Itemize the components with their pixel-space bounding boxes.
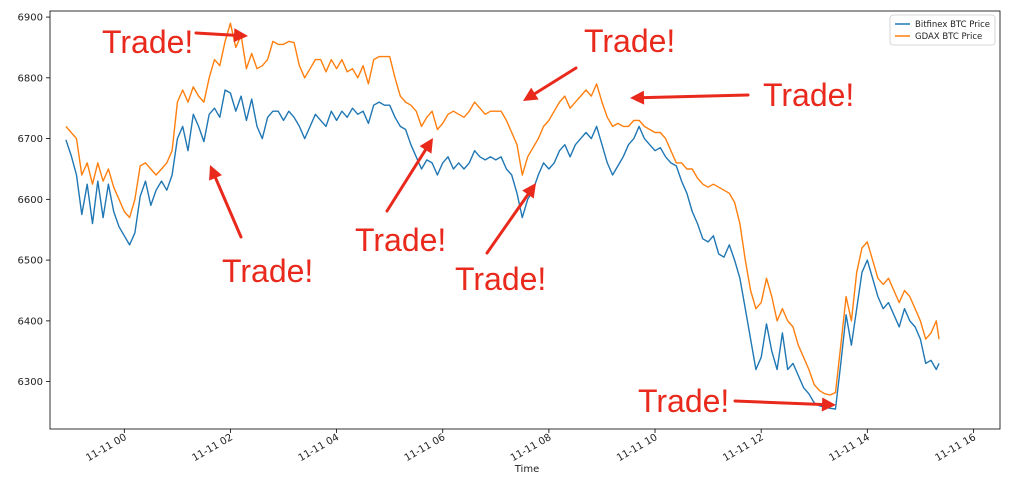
trade-annotation-label: Trade! (584, 23, 675, 59)
y-tick-label: 6600 (18, 195, 43, 206)
trade-arrow (194, 31, 236, 37)
y-axis: 6300 6400 6500 6600 6700 6800 6900 (18, 13, 50, 388)
series-line-0 (65, 89, 940, 410)
trade-arrowhead (821, 397, 836, 412)
trade-annotation-label: Trade! (102, 24, 193, 60)
series-line-1 (65, 22, 940, 396)
trade-arrowhead (522, 183, 536, 199)
trade-arrow (485, 192, 530, 255)
y-tick-label: 6800 (18, 73, 43, 84)
trade-arrow (533, 66, 578, 96)
plot-frame (49, 10, 1001, 430)
x-tick-label: 11-11 14 (827, 432, 871, 464)
trade-annotation-label: Trade! (455, 261, 546, 297)
trade-annotation-label: Trade! (222, 253, 313, 289)
trade-annotations: Trade!Trade!Trade!Trade!Trade!Trade!Trad… (102, 23, 854, 419)
x-tick-label: 11-11 04 (297, 432, 341, 464)
trade-arrowhead (209, 165, 222, 181)
trade-arrow (733, 399, 824, 406)
trade-arrowhead (419, 138, 433, 154)
x-tick-label: 11-11 10 (615, 432, 659, 464)
x-tick-label: 11-11 02 (191, 432, 235, 464)
trade-arrow (642, 93, 750, 100)
x-tick-label: 11-11 16 (934, 432, 978, 464)
y-tick-label: 6500 (18, 256, 43, 267)
trade-arrowhead (233, 28, 248, 43)
trade-arrow (214, 176, 243, 239)
x-axis-label: Time (514, 464, 539, 475)
trade-arrowhead (523, 87, 539, 101)
x-tick-label: 11-11 08 (509, 432, 553, 464)
trade-annotation-label: Trade! (638, 383, 729, 419)
x-tick-label: 11-11 12 (721, 432, 765, 464)
legend-entry: GDAX BTC Price (915, 32, 982, 42)
y-tick-label: 6700 (18, 134, 43, 145)
legend-box (889, 14, 996, 46)
y-tick-label: 6400 (18, 316, 43, 327)
trade-arrow (385, 148, 428, 213)
trade-arrowhead (630, 90, 645, 105)
trade-annotation-label: Trade! (763, 77, 854, 113)
x-tick-label: 11-11 06 (403, 432, 447, 464)
y-tick-label: 6300 (18, 377, 43, 388)
y-tick-label: 6900 (18, 13, 43, 24)
series-lines (65, 22, 940, 410)
x-axis: 11-11 00 11-11 02 11-11 04 11-11 06 11-11 08… (84, 429, 978, 464)
legend-entry: Bitfinex BTC Price (915, 20, 990, 30)
trade-annotation-label: Trade! (355, 222, 446, 258)
legend: Bitfinex BTC Price GDAX BTC Price (889, 14, 996, 46)
x-tick-label: 11-11 00 (84, 432, 128, 464)
